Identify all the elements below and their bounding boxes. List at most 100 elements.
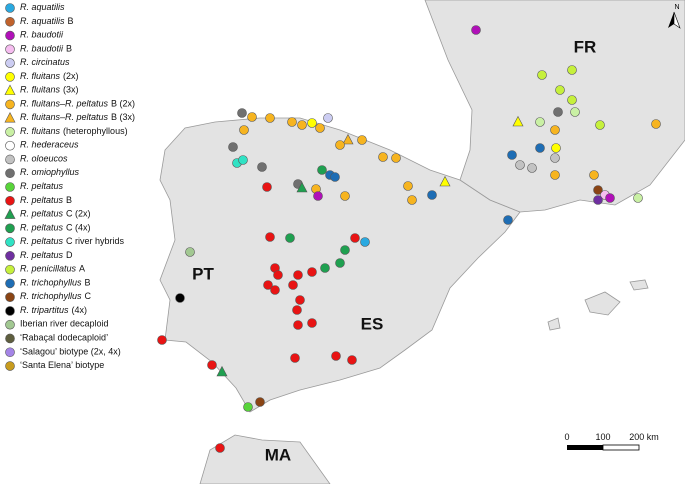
circle-marker — [5, 319, 15, 330]
legend-label: R. trichophyllus B — [20, 278, 91, 288]
circle-marker — [287, 117, 297, 127]
legend-qualifier: C river hybrids — [66, 236, 125, 246]
circle-marker — [550, 170, 560, 180]
legend-qualifier: B — [66, 44, 72, 54]
legend-species: R. baudotii — [20, 30, 64, 40]
circle-marker — [535, 117, 545, 127]
legend-label: R. baudotii B — [20, 44, 72, 54]
circle-marker — [313, 191, 323, 201]
circle-marker — [228, 142, 238, 152]
legend-label: R. fluitans–R. peltatus B (3x) — [20, 113, 135, 123]
scale-segment — [602, 444, 640, 451]
legend-label: R. circinatus — [20, 57, 70, 67]
circle-marker — [550, 125, 560, 135]
circle-marker — [243, 402, 253, 412]
legend-label: R. peltatus C (2x) — [20, 209, 91, 219]
legend-species: R. fluitans — [20, 85, 61, 95]
circle-marker — [340, 191, 350, 201]
legend-label: R. aquatilis B — [20, 16, 74, 26]
legend-species: R. tripartitus — [20, 305, 69, 315]
circle-marker — [5, 347, 15, 358]
circle-marker — [215, 443, 225, 453]
circle-marker — [288, 280, 298, 290]
morocco — [199, 434, 331, 484]
triangle-marker — [4, 208, 16, 219]
legend-qualifier: B (3x) — [111, 113, 135, 123]
north-arrow: N — [668, 4, 681, 29]
legend-species: R. fluitans — [20, 126, 61, 136]
north-label: N — [674, 4, 679, 11]
scale-label: 0 — [564, 432, 569, 442]
circle-marker — [175, 293, 185, 303]
legend-qualifier: ‘Santa Elena’ biotype — [20, 360, 104, 370]
legend-species: R. penicillatus — [20, 264, 77, 274]
legend-qualifier: B — [66, 195, 72, 205]
circle-marker — [5, 182, 15, 192]
legend-label: R. peltatus C (4x) — [20, 223, 91, 233]
legend-species: R. circinatus — [20, 57, 70, 67]
legend-label: ‘Salagou’ biotype (2x, 4x) — [20, 347, 121, 357]
legend-species: R. trichophyllus — [20, 278, 82, 288]
circle-marker — [292, 305, 302, 315]
legend-label: R. hederaceus — [20, 140, 79, 150]
legend-species: R. aquatilis — [20, 2, 65, 12]
legend-label: R. penicillatus A — [20, 264, 85, 274]
legend-species: R. oloeucos — [20, 154, 68, 164]
legend-species: R. baudotii — [20, 44, 64, 54]
legend-qualifier: (2x) — [63, 71, 79, 81]
circle-marker — [5, 264, 15, 275]
circle-marker — [551, 143, 561, 153]
legend-qualifier: B (2x) — [111, 99, 135, 109]
circle-marker — [593, 195, 603, 205]
circle-marker — [5, 30, 15, 41]
scale-label: 200 km — [629, 432, 659, 442]
legend-species: R. fluitans — [20, 71, 61, 81]
legend-qualifier: (heterophyllous) — [63, 126, 128, 136]
triangle-marker — [512, 115, 524, 127]
circle-marker — [567, 65, 577, 75]
circle-marker — [5, 99, 15, 110]
circle-marker — [407, 195, 417, 205]
circle-marker — [307, 318, 317, 328]
legend-label: R. peltatus C river hybrids — [20, 236, 125, 246]
circle-marker — [537, 70, 547, 80]
legend-qualifier: A — [79, 264, 85, 274]
legend-species: R. peltatus — [20, 236, 64, 246]
france — [424, 0, 685, 213]
circle-marker — [262, 182, 272, 192]
legend-qualifier: D — [66, 250, 73, 260]
circle-marker — [273, 270, 283, 280]
sample-points — [157, 25, 661, 453]
circle-marker — [391, 153, 401, 163]
circle-marker — [238, 155, 248, 165]
legend-label: R. peltatus B — [20, 195, 72, 205]
circle-marker — [323, 113, 333, 123]
triangle-marker — [4, 84, 16, 95]
legend-species: R. peltatus — [20, 223, 64, 233]
triangle-marker — [4, 112, 16, 123]
circle-marker — [207, 360, 217, 370]
circle-marker — [265, 232, 275, 242]
circle-marker — [651, 119, 661, 129]
legend-qualifier: (4x) — [72, 305, 88, 315]
legend-qualifier: B — [85, 278, 91, 288]
circle-marker — [5, 127, 15, 137]
circle-marker — [5, 154, 15, 165]
circle-marker — [350, 233, 360, 243]
circle-marker — [247, 112, 257, 122]
legend-label: R. oloeucos — [20, 154, 68, 164]
legend-qualifier: Iberian river decaploid — [20, 319, 109, 329]
legend-label: ‘Santa Elena’ biotype — [20, 360, 104, 370]
legend-label: R. fluitans (3x) — [20, 85, 79, 95]
triangle-marker — [342, 133, 354, 145]
circle-marker — [297, 120, 307, 130]
north-arrow-half — [673, 11, 681, 29]
circle-marker — [239, 125, 249, 135]
circle-marker — [5, 251, 15, 261]
circle-marker — [185, 247, 195, 257]
country-label: MA — [265, 445, 291, 464]
circle-marker — [317, 165, 327, 175]
circle-marker — [263, 280, 273, 290]
circle-marker — [293, 270, 303, 280]
